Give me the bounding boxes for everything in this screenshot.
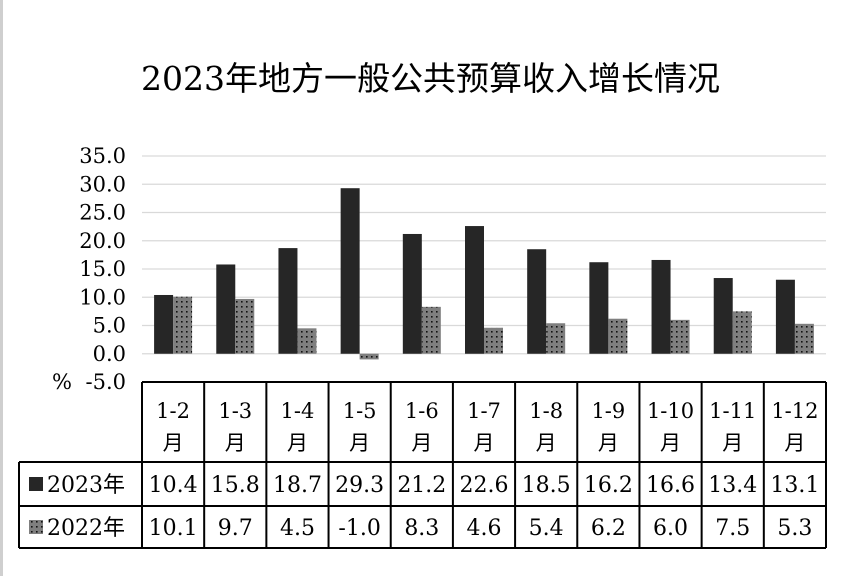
data-label: 22.6 [460, 473, 509, 498]
bar-series-1 [216, 264, 236, 354]
bar-series-2 [608, 318, 628, 354]
category-label: 月 [225, 431, 246, 455]
category-label: 1-2 [156, 399, 190, 423]
category-label: 月 [287, 431, 308, 455]
chart-title: 2023年地方一般公共预算收入增长情况 [141, 59, 720, 98]
bar-series-2 [732, 311, 752, 354]
y-tick-label: 30.0 [79, 172, 126, 196]
data-label: 15.8 [211, 473, 260, 498]
category-label: 月 [536, 431, 557, 455]
data-label: 18.7 [273, 473, 322, 498]
bar-series-1 [589, 262, 609, 354]
bar-series-2 [670, 319, 690, 354]
category-label: 月 [349, 431, 370, 455]
y-tick-label: 10.0 [79, 285, 126, 309]
category-label: 1-3 [218, 399, 252, 423]
data-label: 16.6 [646, 473, 695, 498]
data-label: -1.0 [338, 516, 380, 541]
bar-series-1 [775, 279, 795, 354]
bar-series-1 [154, 294, 174, 354]
category-label: 月 [163, 431, 184, 455]
bar-series-2 [297, 328, 317, 354]
bar-series-1 [713, 278, 733, 354]
data-label: 18.5 [522, 473, 571, 498]
data-label: 13.1 [770, 473, 819, 498]
legend-label: 2023年 [47, 473, 125, 498]
bar-series-1 [340, 188, 360, 354]
data-label: 5.4 [529, 516, 564, 541]
y-tick-label: 35.0 [79, 144, 126, 168]
legend-key-series-1 [29, 477, 43, 491]
y-axis-unit-label: % [52, 370, 72, 394]
category-label: 月 [474, 431, 495, 455]
category-label: 月 [598, 431, 619, 455]
data-label: 4.6 [467, 516, 502, 541]
category-label: 1-12 [771, 399, 818, 423]
category-label: 月 [784, 431, 805, 455]
legend-label: 2022年 [47, 516, 125, 541]
data-label: 10.1 [149, 516, 198, 541]
category-label: 1-11 [709, 399, 756, 423]
bar-series-2 [484, 327, 503, 354]
legend-key-series-2 [29, 520, 43, 534]
data-label: 21.2 [397, 473, 446, 498]
bar-series-1 [651, 259, 671, 354]
data-label: 4.5 [280, 516, 315, 541]
window-edge [0, 0, 3, 576]
category-label: 月 [722, 431, 743, 455]
category-label: 1-7 [467, 399, 501, 423]
category-label: 1-9 [591, 399, 625, 423]
y-tick-label: 0.0 [93, 342, 126, 366]
bar-series-1 [278, 248, 298, 354]
bar-series-1 [465, 226, 484, 354]
category-label: 1-8 [529, 399, 563, 423]
data-label: 10.4 [149, 473, 198, 498]
bar-series-2 [173, 296, 193, 354]
data-label: 9.7 [218, 516, 253, 541]
y-tick-label: 15.0 [79, 257, 126, 281]
category-label: 1-4 [281, 399, 315, 423]
bar-series-2 [359, 353, 379, 360]
data-label: 8.3 [404, 516, 439, 541]
data-label: 5.3 [777, 516, 812, 541]
category-label: 月 [411, 431, 432, 455]
data-label: 6.2 [591, 516, 626, 541]
y-tick-label: 20.0 [79, 229, 126, 253]
y-tick-label: 5.0 [93, 314, 126, 338]
bar-series-1 [527, 249, 547, 354]
data-label: 16.2 [584, 473, 633, 498]
category-label: 1-10 [647, 399, 694, 423]
data-label: 7.5 [715, 516, 750, 541]
bar-series-2 [235, 298, 255, 354]
y-tick-label: -5.0 [86, 370, 127, 394]
y-tick-label: 25.0 [79, 201, 126, 225]
category-label: 1-6 [405, 399, 439, 423]
data-label: 13.4 [708, 473, 757, 498]
category-label: 1-5 [343, 399, 377, 423]
bar-series-1 [402, 233, 422, 354]
bar-series-2 [546, 323, 566, 354]
bar-series-2 [421, 306, 441, 354]
bar-series-2 [794, 323, 814, 354]
data-label: 6.0 [653, 516, 688, 541]
category-label: 月 [660, 431, 681, 455]
data-label: 29.3 [335, 473, 384, 498]
